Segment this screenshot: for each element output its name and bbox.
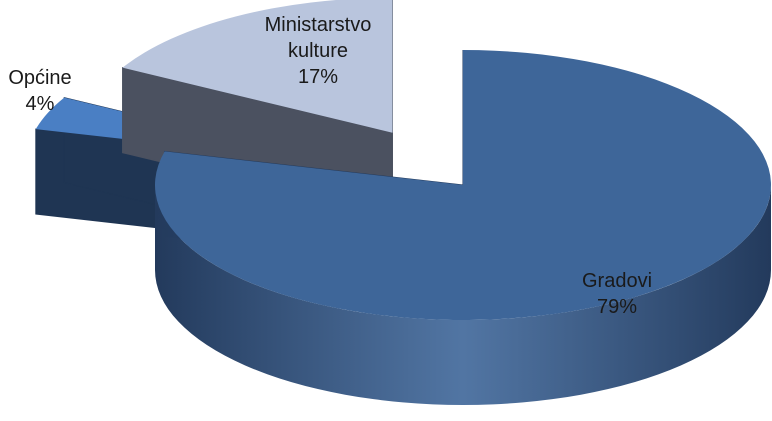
data-label: Gradovi 79% — [557, 268, 677, 320]
pie-slice — [155, 50, 771, 320]
label-value: 79% — [596, 296, 638, 318]
data-label: Općine 4% — [0, 65, 80, 117]
slice-side — [155, 185, 771, 405]
label-value: 17% — [297, 66, 339, 88]
pie-slice — [122, 0, 393, 133]
label-category: Ministarstvo kulture — [264, 14, 372, 62]
label-value: 4% — [25, 93, 55, 115]
label-category: Gradovi — [581, 270, 653, 292]
data-label: Ministarstvo kulture 17% — [243, 12, 393, 90]
label-category: Općine — [8, 67, 72, 89]
